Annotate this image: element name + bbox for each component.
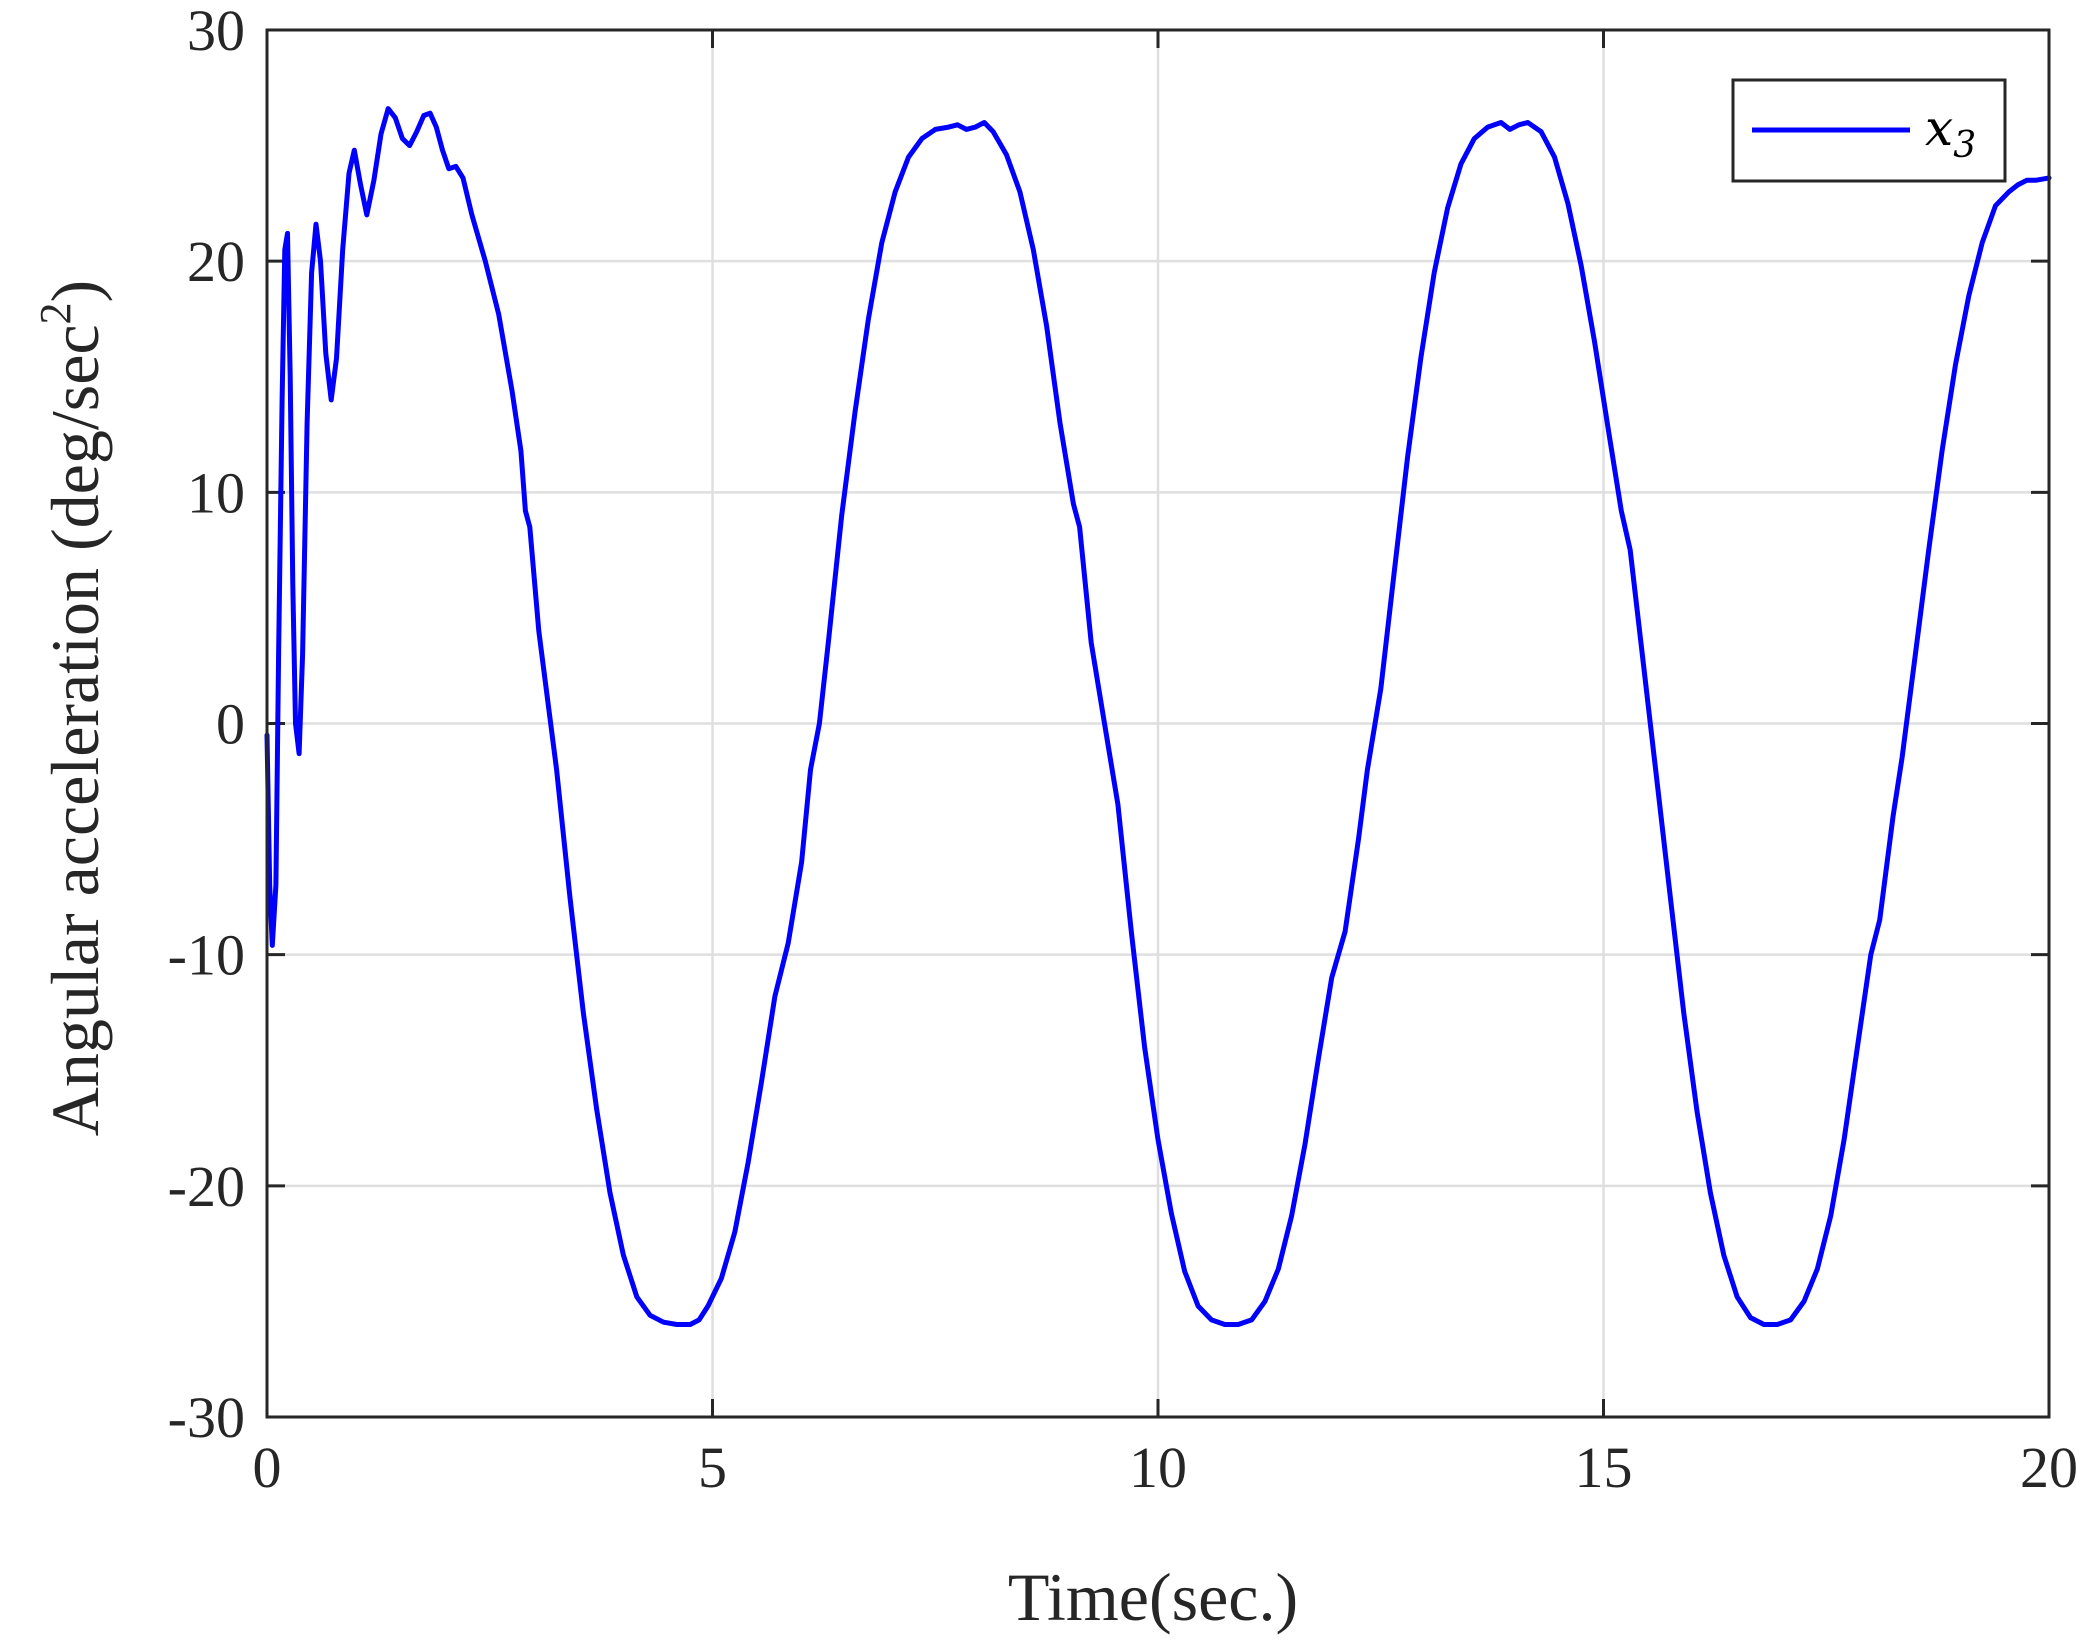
y-tick-label: 0 [216, 692, 245, 757]
x-axis-label: Time(sec.) [1008, 1559, 1298, 1635]
legend-label-symbol: x [1925, 99, 1953, 157]
x-tick-label: 5 [698, 1435, 727, 1500]
y-tick-label: 20 [187, 229, 245, 294]
y-axis-label: Angular acceleration (deg/sec2) [31, 280, 113, 1136]
x-tick-label: 15 [1575, 1435, 1633, 1500]
legend-label-subscript: 3 [1953, 125, 1976, 166]
x-tick-label: 10 [1129, 1435, 1187, 1500]
y-axis-label-close: ) [37, 280, 113, 303]
grid [265, 28, 2051, 1419]
x-tick-label: 20 [2020, 1435, 2078, 1500]
x-tick-label: 0 [253, 1435, 282, 1500]
y-tick-label: 10 [187, 460, 245, 525]
y-tick-label: -10 [168, 923, 245, 988]
plot-area-border [265, 28, 2051, 1419]
y-tick-label: 30 [187, 0, 245, 63]
x-tick-labels: 0 5 10 15 20 [253, 1435, 2079, 1500]
series-line-x3 [264, 106, 2052, 1327]
y-axis-label-main: Angular acceleration (deg/sec [37, 324, 113, 1136]
y-tick-label: -20 [168, 1154, 245, 1219]
y-tick-labels: -30 -20 -10 0 10 20 30 [168, 0, 245, 1450]
y-tick-label: -30 [168, 1385, 245, 1450]
legend-label: x3 [1925, 99, 1976, 166]
y-axis-label-exponent: 2 [31, 302, 80, 324]
legend: x3 [1731, 78, 2007, 183]
